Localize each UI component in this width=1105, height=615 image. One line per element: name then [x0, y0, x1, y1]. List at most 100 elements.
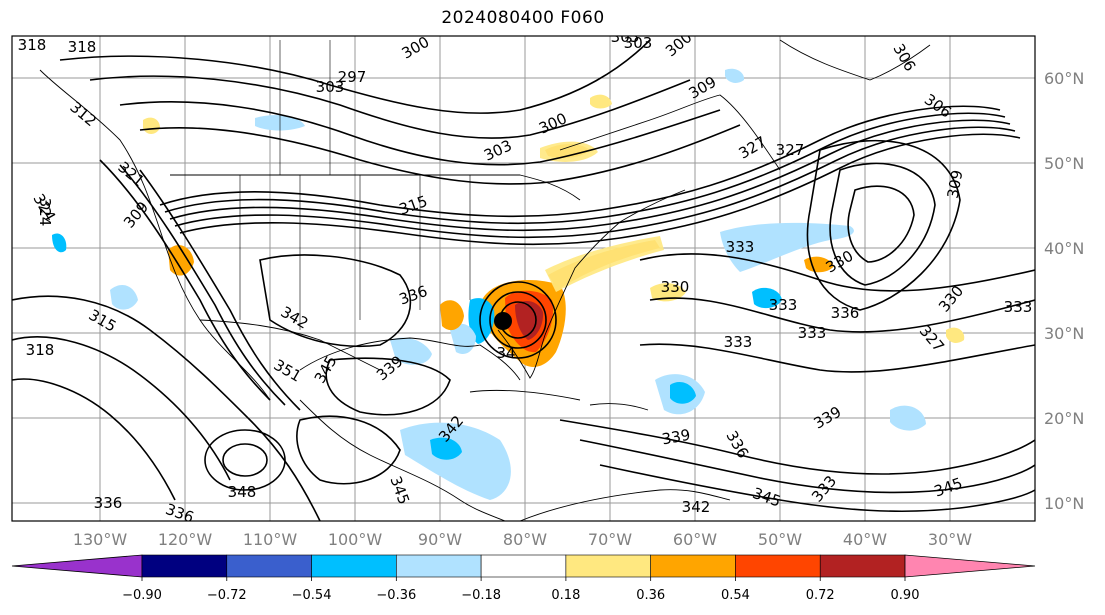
- contour-label: 318: [68, 38, 97, 56]
- tropical-cyclone-center-marker: [494, 312, 512, 330]
- contour-label: 309: [944, 168, 967, 199]
- contour-central-1: [259, 254, 412, 348]
- longitude-label: 40°W: [843, 530, 887, 549]
- longitude-label: 90°W: [418, 530, 462, 549]
- contour-jet-1: [159, 105, 1001, 218]
- contour-south-1: [559, 419, 1035, 475]
- state-borders: [239, 40, 471, 330]
- shading-lightblue-eastern-atlantic: [890, 405, 926, 431]
- colorbar-swatch: [480, 554, 567, 578]
- colorbar-ticks: −0.90 −0.72 −0.54 −0.36 −0.18 0.18 0.36 0.54 0.7…: [122, 577, 919, 603]
- contour-north-1: [59, 39, 651, 114]
- shading-blue-caribbean: [430, 437, 462, 460]
- shading-darkred-core: [515, 300, 544, 340]
- coastline-florida: [497, 329, 546, 379]
- shading-yellow-north-atlantic: [540, 141, 598, 162]
- shading-lightblue-north: [725, 68, 745, 83]
- latitude-label: 10°N: [1044, 494, 1084, 513]
- colorbar-tick-label: 0.90: [891, 588, 920, 603]
- contour-north-2: [89, 75, 691, 139]
- colorbar-tick-label: −0.90: [122, 588, 162, 603]
- shading-orange-west: [440, 300, 464, 331]
- latitude-label: 30°N: [1044, 324, 1084, 343]
- colorbar-tick-label: −0.72: [207, 588, 247, 603]
- colorbar-swatch: [735, 554, 821, 578]
- contour-westcoast-2: [119, 164, 286, 406]
- latitude-label: 20°N: [1044, 409, 1084, 428]
- contour-atlantic-band-3: [639, 343, 1035, 373]
- contour-hurricane-ring-2: [489, 291, 547, 349]
- latitude-label: 50°N: [1044, 154, 1084, 173]
- map-border: [11, 35, 1036, 522]
- shading-yellow-north: [590, 94, 612, 109]
- shading-blue-west-coast: [52, 233, 67, 253]
- contour-label: 342: [682, 498, 711, 516]
- shading-lightblue-atlantic-1: [720, 222, 854, 272]
- contour-label: 324: [36, 198, 54, 227]
- colorbar-tick-label: −0.54: [292, 588, 332, 603]
- contour-label: 303: [624, 34, 653, 52]
- shading-lightblue-west-coast: [110, 285, 138, 310]
- contour-south-3: [599, 464, 1035, 513]
- shading-layer: [52, 68, 965, 500]
- shading-yellow-east-atlantic: [650, 283, 686, 302]
- colorbar-extend-high: [904, 554, 1036, 578]
- shading-blue-atlantic-2: [670, 382, 696, 404]
- coastline-greenland: [779, 39, 931, 81]
- colorbar-tick-label: −0.18: [461, 588, 501, 603]
- contour-label: 339: [660, 426, 691, 449]
- colorbar-swatch: [819, 554, 906, 578]
- longitude-label: 80°W: [503, 530, 547, 549]
- coastline-north-america-west: [39, 69, 271, 401]
- contour-atlantic-loop-2: [829, 162, 936, 286]
- border-us-mexico: [199, 319, 381, 371]
- shading-lightblue-gulf: [390, 337, 432, 365]
- shading-lightblue-caribbean: [400, 422, 511, 500]
- longitude-label: 50°W: [758, 530, 802, 549]
- contour-atlantic-band-2: [649, 297, 1035, 333]
- contour-pacific-1: [12, 295, 321, 521]
- contour-label: 348: [228, 483, 257, 501]
- contour-atlantic-loop-1: [806, 139, 961, 311]
- coastline-canada-east: [559, 94, 781, 171]
- contour-atlantic-band-1: [639, 253, 1035, 292]
- contour-label: 318: [26, 341, 55, 359]
- map-title: 2024080400 F060: [441, 8, 605, 28]
- colorbar-swatch: [141, 554, 228, 578]
- contour-label: 297: [338, 68, 367, 86]
- shading-blue-west-core: [468, 298, 495, 344]
- contour-label: 303: [611, 28, 640, 46]
- coastline-us-east: [544, 189, 686, 336]
- contour-north-3: [119, 101, 721, 166]
- contour-label: 34: [496, 344, 515, 362]
- longitude-label: 110°W: [243, 530, 298, 549]
- colorbar-swatch: [650, 554, 736, 578]
- longitude-label: 30°W: [928, 530, 972, 549]
- contour-pacific-2: [12, 336, 231, 481]
- coastline-hispaniola: [589, 403, 649, 411]
- contour-label: 336: [831, 304, 860, 322]
- contour-pacific-3: [12, 378, 176, 501]
- shading-yellow-bermuda: [946, 327, 965, 343]
- longitude-label: 60°W: [673, 530, 717, 549]
- colorbar-tick-label: 0.36: [636, 588, 665, 603]
- contour-central-america-loop: [296, 415, 401, 485]
- contour-westcoast-3: [139, 169, 301, 411]
- longitude-label: 120°W: [158, 530, 213, 549]
- contour-south-2: [579, 439, 1035, 494]
- colorbar-swatch: [565, 554, 651, 578]
- contour-jet-3: [169, 119, 1011, 232]
- contour-atlantic-loop-3: [847, 185, 915, 263]
- contour-label: 333: [1004, 298, 1033, 316]
- contour-label: 333: [798, 324, 827, 342]
- colorbar: [11, 554, 1036, 578]
- colorbar-swatch: [396, 554, 482, 578]
- shading-yellow-band: [545, 236, 664, 292]
- contour-label: 333: [769, 296, 798, 314]
- colorbar-extend-low: [11, 554, 143, 578]
- longitude-labels: 130°W 120°W 110°W 100°W 90°W 80°W 70°W 60°W 50°W…: [73, 530, 972, 549]
- colorbar-tick-label: 0.72: [806, 588, 835, 603]
- contour-pacific-high: [204, 429, 286, 491]
- contour-hurricane-ring-3: [479, 281, 557, 359]
